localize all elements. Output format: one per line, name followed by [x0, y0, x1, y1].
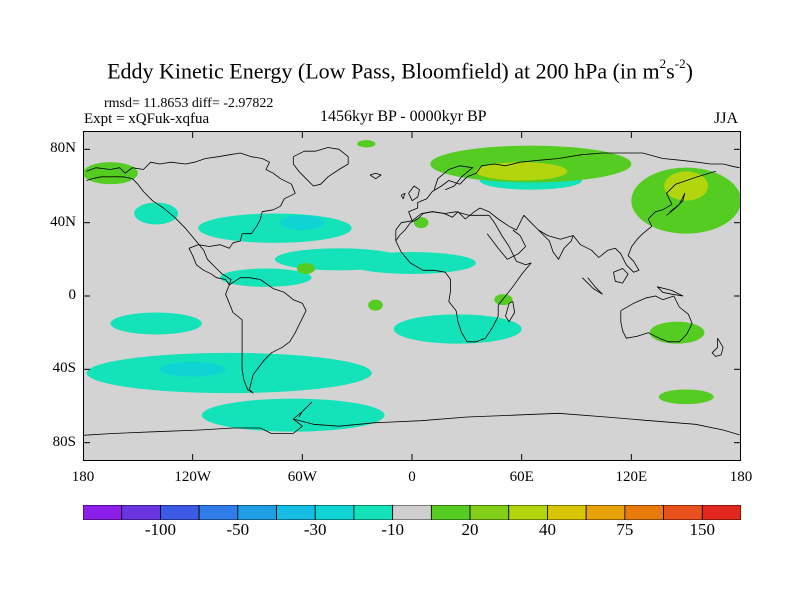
coastline-arabia — [486, 229, 526, 260]
colorbar-label: 75 — [616, 520, 634, 539]
anomaly-region-15 — [649, 321, 705, 344]
anomaly-region-20 — [296, 263, 316, 274]
colorbar-swatch — [547, 505, 587, 520]
stats-label: rmsd= 11.8653 diff= -2.97822 — [104, 96, 274, 111]
coastline-north-america — [86, 152, 296, 286]
anomaly-region-3 — [348, 252, 476, 274]
anomaly-region-10 — [159, 362, 226, 377]
coastline-antarctic-peninsula — [293, 401, 312, 420]
colorbar-swatch — [276, 505, 316, 520]
anomaly-region-7 — [201, 398, 385, 432]
coastline-antarctica — [83, 412, 741, 436]
eka-anomaly-map — [83, 131, 741, 461]
anomaly-region-0 — [134, 202, 179, 225]
anomaly-field — [83, 140, 741, 432]
coastline-india — [538, 229, 574, 260]
anomaly-region-4 — [220, 268, 312, 287]
y-tick-label: 80N — [50, 140, 76, 157]
season-label: JJA — [713, 110, 738, 127]
map-ticks — [83, 131, 741, 461]
colorbar-swatch — [701, 505, 741, 520]
anomaly-region-19 — [368, 299, 383, 311]
anomaly-region-11 — [280, 215, 325, 230]
coastline-australia — [620, 295, 693, 343]
anomaly-region-16 — [658, 389, 714, 405]
colorbar-swatch — [353, 505, 394, 520]
colorbar-swatch — [198, 505, 239, 520]
coastline-eurasia — [395, 152, 740, 273]
coastline-iceland — [369, 172, 382, 180]
coastline-south-america — [225, 277, 307, 394]
colorbar-label: 20 — [461, 520, 479, 539]
colorbar-swatch — [663, 505, 703, 520]
x-tick-label: 120W — [174, 469, 211, 485]
colorbar-swatch — [624, 505, 664, 520]
y-tick-label: 80S — [52, 433, 76, 450]
x-tick-label: 60W — [287, 469, 317, 485]
colorbar-swatch — [430, 505, 471, 520]
period-label: 1456kyr BP - 0000kyr BP — [320, 108, 487, 125]
colorbar-swatch — [121, 505, 161, 520]
coastline-scandinavia — [433, 165, 473, 191]
coastline-madagascar — [505, 301, 515, 323]
colorbar-label: 40 — [538, 520, 556, 539]
anomaly-region-6 — [86, 352, 372, 394]
coastline-africa — [395, 211, 532, 343]
coastline-new-zealand — [711, 337, 724, 357]
coastline-japan — [666, 192, 686, 216]
x-tick-label: 0 — [408, 469, 416, 485]
y-tick-label: 40N — [50, 213, 76, 230]
colorbar-label: -30 — [303, 520, 327, 539]
x-tick-label: 180 — [71, 469, 95, 485]
experiment-label: Expt = xQFuk-xqfua — [84, 111, 210, 127]
coastline-british-isles — [400, 185, 420, 202]
x-tick-label: 120E — [615, 469, 648, 485]
anomaly-region-23 — [664, 171, 709, 201]
plot-title: Eddy Kinetic Energy (Low Pass, Bloomfiel… — [107, 56, 693, 84]
y-tick-label: 40S — [52, 360, 76, 377]
colorbar-swatch — [83, 505, 123, 520]
anomaly-region-17 — [494, 294, 513, 306]
map-background — [83, 131, 741, 461]
colorbar-swatch — [392, 505, 432, 520]
anomaly-region-5 — [110, 312, 202, 335]
anomaly-region-8 — [393, 314, 522, 344]
colorbar-label: -50 — [226, 520, 250, 539]
anomaly-region-1 — [198, 213, 352, 243]
coastlines — [83, 147, 741, 436]
anomaly-region-22 — [475, 162, 568, 181]
anomaly-region-14 — [83, 162, 138, 185]
colorbar-label: -10 — [381, 520, 404, 539]
colorbar-swatch — [585, 505, 626, 520]
anomaly-region-18 — [413, 217, 429, 229]
colorbar-swatch — [314, 505, 355, 520]
y-tick-label: 0 — [68, 287, 77, 303]
x-tick-label: 60E — [509, 469, 534, 485]
colorbar-swatch — [469, 505, 510, 520]
coastline-maritime-se-asia — [582, 268, 684, 297]
colorbar — [83, 505, 741, 520]
colorbar-swatch — [237, 505, 277, 520]
anomaly-region-21 — [357, 140, 376, 148]
colorbar-label: -100 — [144, 520, 176, 539]
coastline-greenland — [292, 147, 349, 187]
colorbar-label: 150 — [689, 520, 716, 539]
x-tick-label: 180 — [729, 469, 753, 485]
colorbar-swatch — [160, 505, 200, 520]
colorbar-swatch — [508, 505, 548, 520]
